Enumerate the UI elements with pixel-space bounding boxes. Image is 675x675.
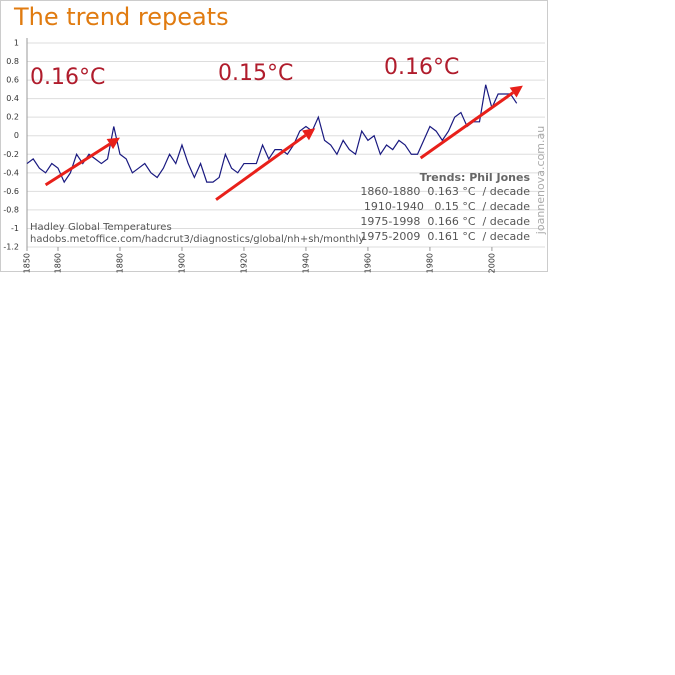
y-tick-label: 0.4 <box>6 94 19 103</box>
x-tick-label: 1860 <box>53 253 62 273</box>
watermark: joannenova.com.au <box>534 126 547 235</box>
y-tick-label: -0.2 <box>3 150 19 159</box>
x-tick-label: 1880 <box>115 253 124 273</box>
source-text: hadobs.metoffice.com/hadcrut3/diagnostic… <box>30 234 364 245</box>
y-tick-label: -0.8 <box>3 205 19 214</box>
trends-row: 1975-2009 0.161 °C / decade <box>360 230 530 243</box>
x-tick-label: 1940 <box>301 253 310 273</box>
chart-title: The trend repeats <box>13 3 229 31</box>
y-tick-label: -1.2 <box>3 243 19 252</box>
series-line <box>26 84 518 184</box>
trend-arrow <box>44 142 111 187</box>
arrow-head <box>301 128 316 141</box>
x-tick-label: 1960 <box>363 253 372 273</box>
arrow-head <box>106 137 120 150</box>
trend-label: 0.16°C <box>30 65 105 90</box>
y-tick-label: 0.2 <box>6 113 19 122</box>
trend-label: 0.16°C <box>384 55 459 80</box>
y-tick-label: 0 <box>14 131 19 140</box>
x-tick-label: 1900 <box>177 253 186 273</box>
x-tick-label: 2000 <box>487 253 496 273</box>
x-tick-label: 1980 <box>425 253 434 273</box>
source-text: Hadley Global Temperatures <box>30 222 172 233</box>
x-tick-label: 1920 <box>239 253 248 273</box>
y-tick-label: 0.8 <box>6 57 19 66</box>
trend-label: 0.15°C <box>218 61 293 86</box>
x-tick-label: 1850 <box>23 253 32 273</box>
trend-arrow <box>215 134 307 201</box>
y-tick-label: -0.6 <box>3 187 19 196</box>
trend-arrow <box>419 91 514 160</box>
trends-row: 1910-1940 0.15 °C / decade <box>364 200 530 213</box>
y-tick-label: -0.4 <box>3 168 19 177</box>
trends-row: 1860-1880 0.163 °C / decade <box>360 185 530 198</box>
trends-row: 1975-1998 0.166 °C / decade <box>360 215 530 228</box>
y-tick-label: -1 <box>11 224 19 233</box>
trends-title: Trends: Phil Jones <box>420 171 531 184</box>
y-tick-label: 0.6 <box>6 76 19 85</box>
arrow-head <box>509 85 523 98</box>
y-tick-label: 1 <box>14 39 19 48</box>
